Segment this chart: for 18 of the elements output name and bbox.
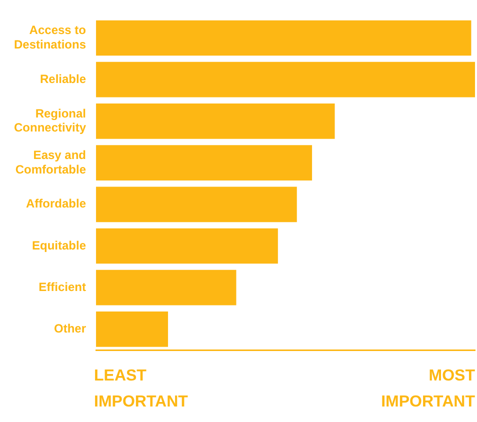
y-tick-label: Regional Connectivity (14, 106, 86, 135)
text: LEAST IMPORTANT (94, 367, 188, 410)
bar (96, 20, 472, 56)
bar (96, 228, 278, 264)
bar (96, 270, 236, 306)
text: MOST IMPORTANT (381, 367, 476, 410)
y-tick-label: Reliable (40, 72, 86, 86)
y-tick-label: Equitable (32, 238, 86, 252)
bar (96, 186, 297, 222)
y-tick-label: Efficient (38, 280, 86, 294)
bar (96, 312, 168, 347)
y-tick-label: Other (54, 322, 86, 336)
y-tick-label: Affordable (26, 196, 86, 211)
bar (96, 62, 475, 98)
y-tick-label: Access to Destinations (14, 23, 86, 52)
y-tick-label: Easy and Comfortable (15, 148, 86, 176)
bar (96, 104, 335, 139)
bar (96, 145, 312, 180)
